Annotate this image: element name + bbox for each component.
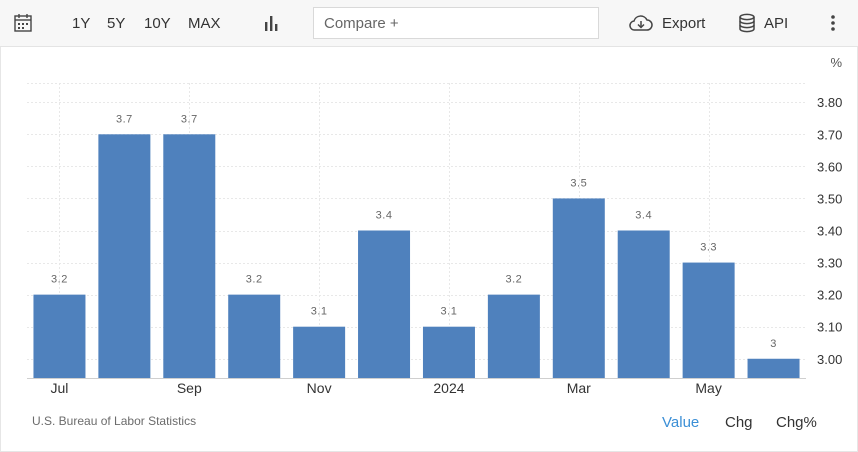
- tab-value[interactable]: Value: [662, 414, 700, 431]
- range-1y-button[interactable]: 1Y: [72, 14, 91, 32]
- bar-chart-icon[interactable]: [262, 0, 280, 46]
- compare-input[interactable]: [313, 7, 599, 39]
- range-5y-button[interactable]: 5Y: [107, 14, 126, 32]
- export-button[interactable]: Export: [628, 0, 705, 46]
- vertical-dots-icon[interactable]: [826, 0, 840, 46]
- range-max-button[interactable]: MAX: [188, 14, 221, 32]
- cloud-download-icon: [629, 15, 653, 31]
- source-label: U.S. Bureau of Labor Statistics: [32, 414, 197, 428]
- export-label: Export: [662, 14, 706, 32]
- tab-chg[interactable]: Chg: [725, 414, 753, 431]
- chart-toolbar: 1Y 5Y 10Y MAX Export API: [0, 0, 858, 47]
- range-10y-button[interactable]: 10Y: [144, 14, 171, 32]
- api-button[interactable]: API: [738, 0, 788, 46]
- calendar-icon[interactable]: [13, 0, 35, 46]
- api-label: API: [764, 14, 789, 32]
- tab-chg-percent[interactable]: Chg%: [776, 414, 817, 431]
- database-icon: [739, 13, 755, 33]
